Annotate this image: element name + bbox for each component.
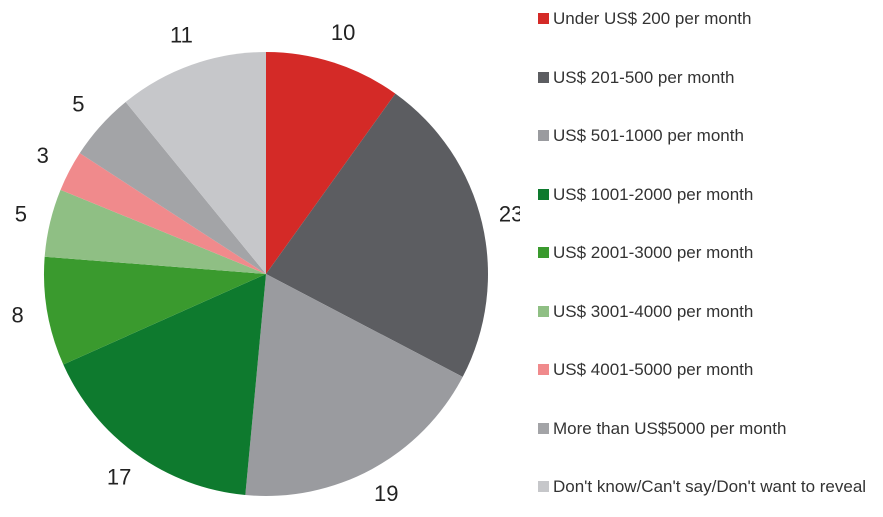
pie-slice (63, 274, 267, 496)
data-label: 8 (12, 303, 24, 328)
legend-item: US$ 4001-5000 per month (538, 359, 878, 380)
legend-label: Under US$ 200 per month (553, 9, 752, 28)
pie-slice (44, 189, 267, 274)
legend-swatch (538, 130, 549, 141)
pie-slice (43, 256, 266, 365)
legend-swatch (538, 481, 549, 492)
pie-slice (125, 52, 266, 274)
pie-slice (79, 101, 267, 274)
legend-item: US$ 2001-3000 per month (538, 242, 878, 263)
legend-label: US$ 201-500 per month (553, 67, 735, 87)
legend-label: US$ 1001-2000 per month (553, 184, 754, 204)
legend-item: US$ 1001-2000 per month (538, 184, 878, 205)
data-label: 23 (499, 202, 520, 227)
legend-label: More than US$5000 per month (553, 418, 787, 438)
legend-item: US$ 501-1000 per month (538, 125, 878, 146)
legend-item: Don't know/Can't say/Don't want to revea… (538, 476, 878, 497)
pie-slice (60, 153, 266, 274)
data-label: 17 (107, 465, 131, 490)
legend-label: US$ 2001-3000 per month (553, 243, 754, 262)
legend-item: US$ 201-500 per month (538, 67, 878, 88)
pie-slice (245, 274, 463, 496)
legend-swatch (538, 305, 549, 317)
legend-swatch (538, 13, 549, 24)
legend-swatch (538, 71, 549, 83)
legend-swatch (538, 247, 549, 258)
legend-item: More than US$5000 per month (538, 418, 878, 439)
legend-label: US$ 501-1000 per month (553, 126, 744, 145)
data-label: 5 (15, 202, 27, 227)
legend-item: US$ 3001-4000 per month (538, 301, 878, 322)
data-label: 3 (37, 143, 49, 168)
pie-slice (266, 93, 489, 377)
legend-label: US$ 3001-4000 per month (553, 301, 754, 321)
legend-item: Under US$ 200 per month (538, 8, 878, 29)
pie-area: 10 23 19 17 8 5 3 5 11 (12, 20, 520, 506)
legend-swatch (538, 364, 549, 375)
data-label: 11 (170, 22, 193, 47)
data-label: 10 (331, 20, 355, 45)
data-label: 5 (72, 92, 84, 117)
pie-slice (266, 52, 396, 274)
legend-swatch (538, 188, 549, 200)
data-label: 19 (374, 481, 398, 506)
legend-label: Don't know/Can't say/Don't want to revea… (553, 477, 867, 496)
legend-label: US$ 4001-5000 per month (553, 360, 754, 379)
legend-swatch (538, 422, 549, 434)
